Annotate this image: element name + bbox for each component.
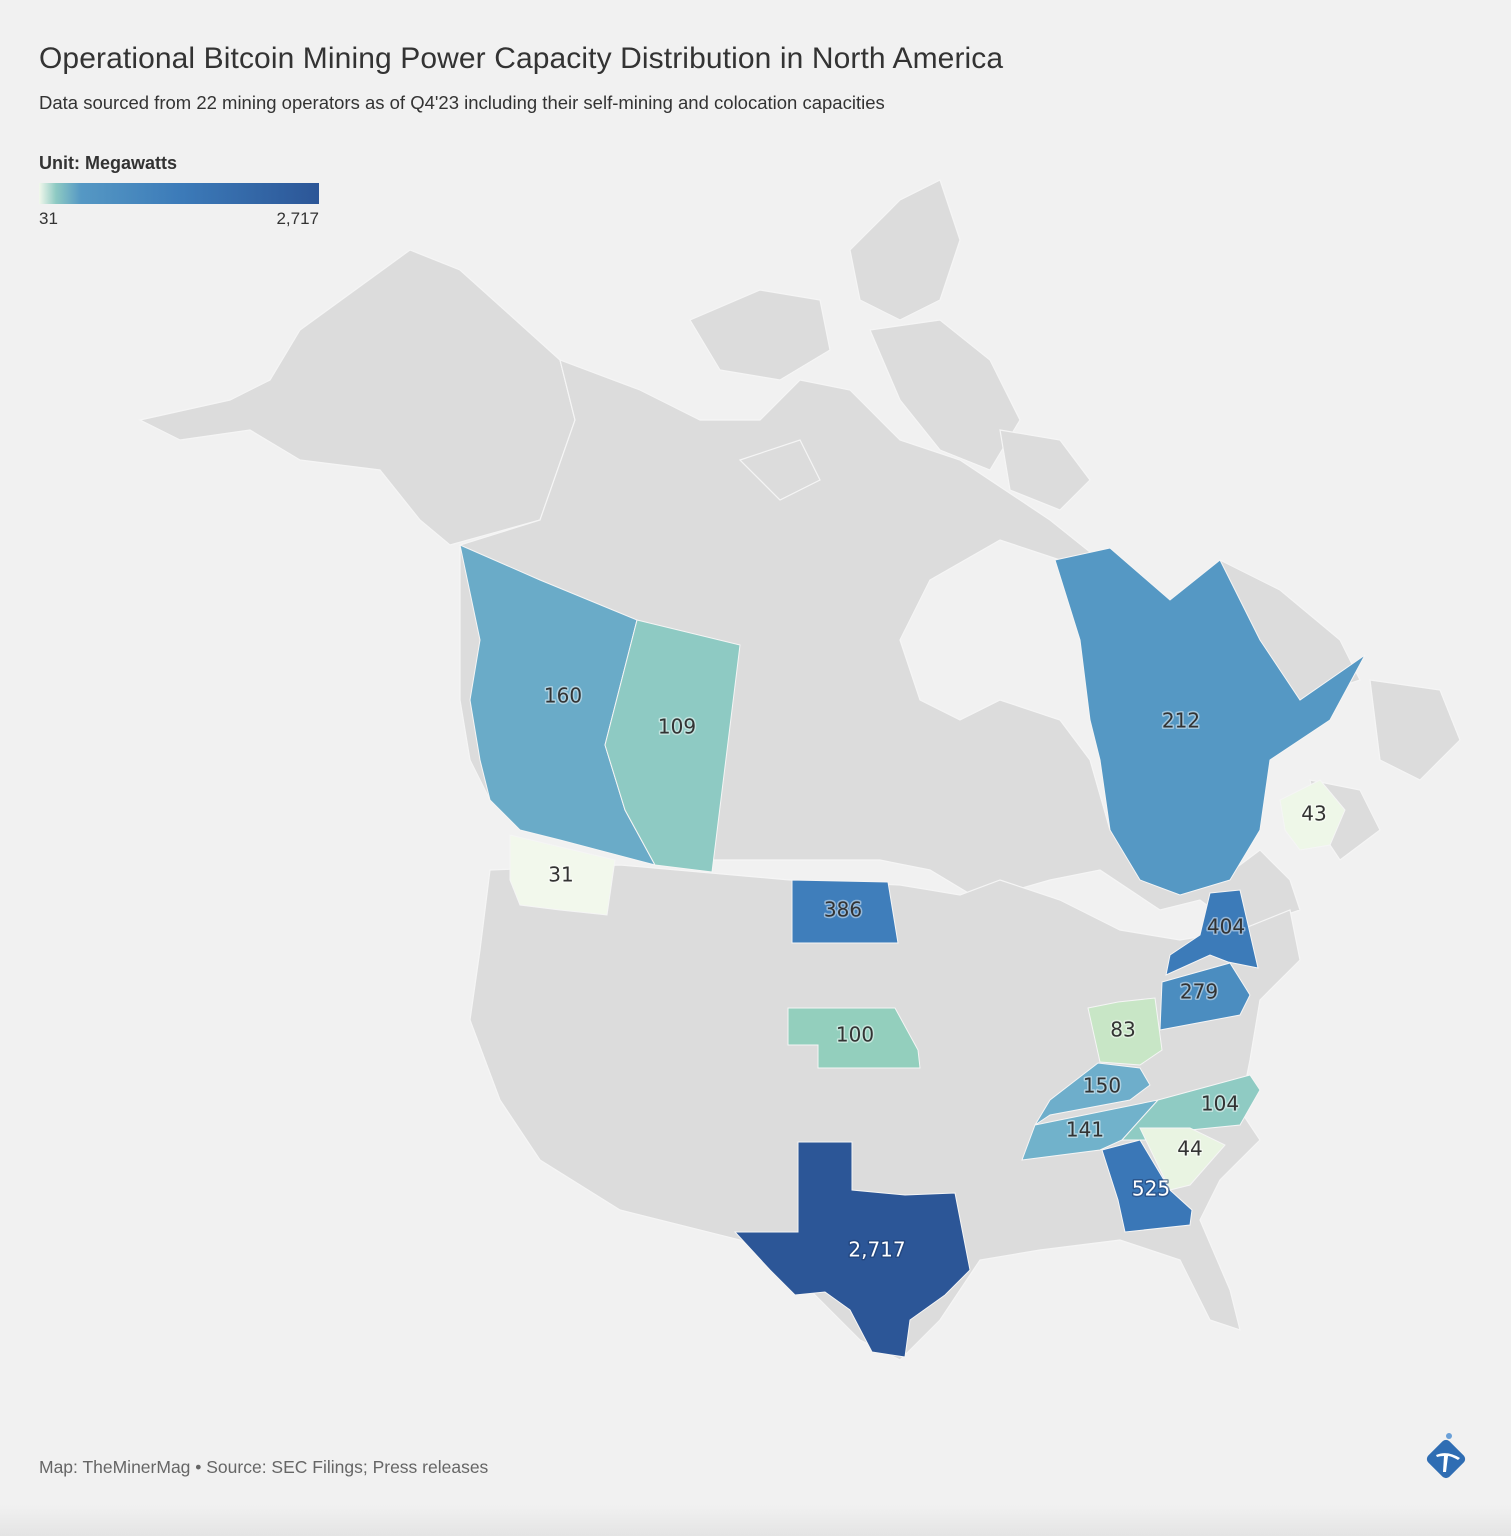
region-quebec[interactable] (1054, 547, 1366, 896)
label-quebec: 212 (1162, 709, 1200, 733)
region-texas[interactable] (733, 1141, 971, 1358)
label-british-columbia: 160 (544, 684, 582, 708)
label-texas: 2,717 (848, 1238, 905, 1262)
label-south-carolina: 44 (1177, 1137, 1202, 1161)
region-new-brunswick[interactable] (1279, 779, 1346, 851)
label-kentucky: 150 (1083, 1074, 1121, 1098)
label-pennsylvania: 279 (1180, 980, 1218, 1004)
label-north-carolina: 104 (1201, 1092, 1239, 1116)
region-value-labels: 160 109 212 43 31 386 100 404 279 83 150… (542, 682, 1328, 1263)
legend-title: Unit: Megawatts (39, 153, 178, 173)
region-tennessee[interactable] (1021, 1099, 1160, 1161)
pickaxe-diamond-logo-icon (1426, 1433, 1466, 1479)
label-alberta: 109 (658, 715, 696, 739)
legend-gradient-bar (39, 183, 319, 204)
source-credit: Map: TheMinerMag • Source: SEC Filings; … (39, 1457, 489, 1477)
label-nebraska: 100 (836, 1023, 874, 1047)
region-nebraska[interactable] (787, 1007, 921, 1069)
region-north-carolina[interactable] (1120, 1074, 1261, 1141)
region-south-carolina[interactable] (1139, 1127, 1226, 1191)
legend-min-label: 31 (39, 209, 58, 228)
region-alberta[interactable] (604, 619, 741, 873)
label-ohio: 83 (1110, 1018, 1135, 1042)
region-north-dakota[interactable] (791, 879, 899, 944)
legend-max-label: 2,717 (276, 209, 319, 228)
chart-subtitle: Data sourced from 22 mining operators as… (39, 92, 885, 113)
label-tennessee: 141 (1066, 1118, 1104, 1142)
label-washington: 31 (548, 863, 573, 887)
label-new-york: 404 (1207, 915, 1245, 939)
region-pennsylvania[interactable] (1159, 962, 1251, 1031)
label-new-brunswick: 43 (1301, 802, 1326, 826)
label-georgia: 525 (1132, 1177, 1170, 1201)
label-north-dakota: 386 (824, 898, 862, 922)
region-ohio[interactable] (1087, 997, 1163, 1066)
data-regions (459, 544, 1366, 1358)
region-new-york[interactable] (1165, 889, 1259, 976)
region-washington[interactable] (509, 834, 616, 916)
chart-title: Operational Bitcoin Mining Power Capacit… (39, 42, 1004, 75)
bottom-shade (0, 1505, 1511, 1536)
region-kentucky[interactable] (1034, 1062, 1151, 1126)
region-georgia[interactable] (1101, 1139, 1193, 1233)
